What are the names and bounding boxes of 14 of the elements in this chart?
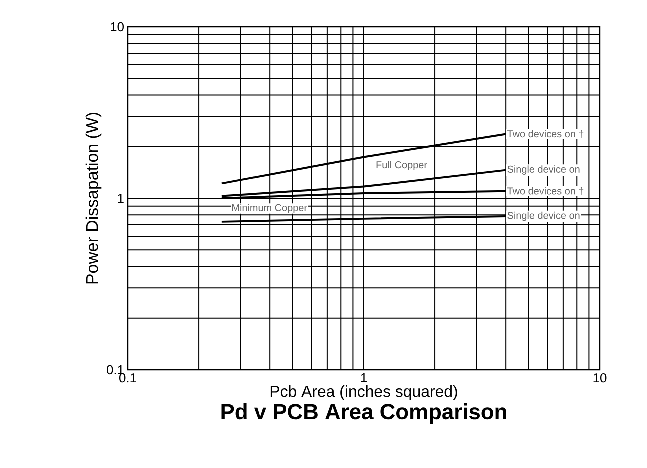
annotation: Minimum Copper <box>232 204 308 214</box>
y-tick-label: 10 <box>111 22 124 32</box>
series-label: Single device on <box>508 212 580 222</box>
series-label: Single device on <box>508 166 580 175</box>
y-tick-label: 1 <box>118 194 124 203</box>
annotation: Full Copper <box>376 161 428 171</box>
series-label: Two devices on † <box>508 130 584 138</box>
y-axis-title: Power Dissapation (W) <box>86 112 102 284</box>
text: Pd v PCB Area Comparison <box>222 404 506 424</box>
x-tick-label: 10 <box>594 374 607 383</box>
y-tick-label: 0.1 <box>106 365 124 375</box>
x-tick-label: 1 <box>361 374 367 382</box>
x-axis-title: Pcb Area (inches squared) <box>270 386 458 400</box>
series-label: Two devices on † <box>508 187 584 196</box>
